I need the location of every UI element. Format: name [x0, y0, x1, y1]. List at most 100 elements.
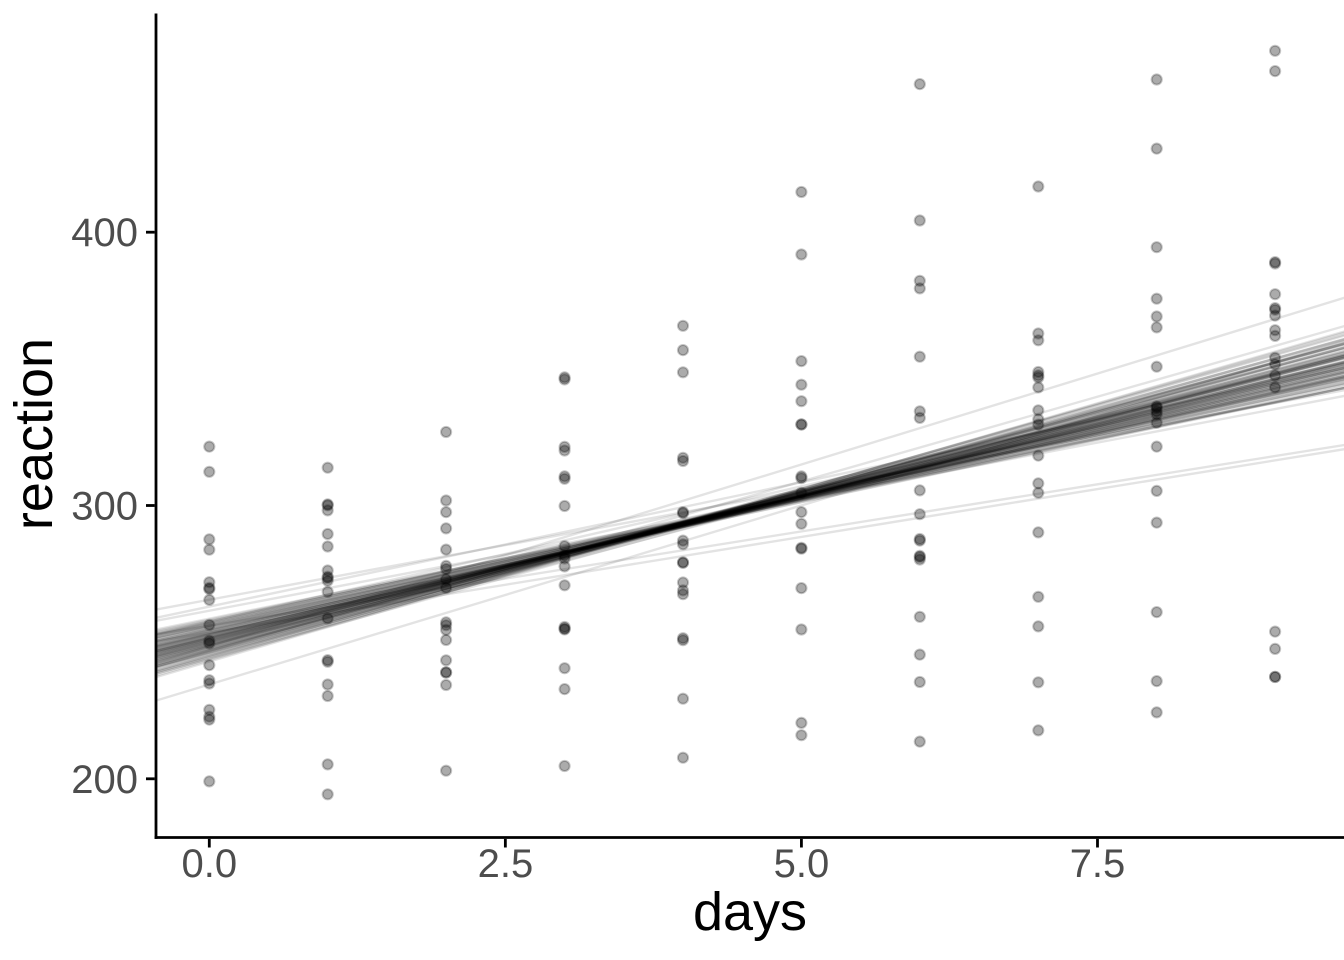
fit-line	[155, 353, 1344, 658]
data-point	[1032, 180, 1045, 193]
data-point	[913, 282, 926, 295]
data-point	[558, 444, 571, 457]
fit-line	[155, 381, 1344, 634]
data-point	[203, 713, 216, 726]
data-point	[676, 454, 690, 468]
data-point	[440, 666, 453, 679]
fit-line	[155, 342, 1344, 674]
data-point	[1150, 606, 1163, 619]
fit-line	[155, 371, 1344, 649]
data-point	[1269, 670, 1282, 683]
data-point	[558, 579, 571, 592]
x-tick-label: 7.5	[1070, 842, 1126, 886]
data-point	[1269, 381, 1282, 394]
fit-line	[155, 334, 1344, 672]
x-axis-title: days	[692, 882, 808, 942]
data-point	[558, 759, 571, 773]
data-point	[440, 666, 453, 679]
data-point	[1150, 142, 1163, 155]
fit-line	[155, 353, 1344, 666]
data-point	[1032, 418, 1045, 431]
fit-line	[155, 373, 1344, 648]
data-point	[795, 355, 808, 368]
data-point	[558, 683, 571, 696]
fit-line	[155, 346, 1344, 675]
fit-line	[155, 368, 1344, 645]
data-point	[203, 543, 216, 556]
fit-line	[155, 375, 1344, 639]
data-point	[913, 350, 926, 363]
data-point	[1269, 625, 1282, 638]
fit-line	[155, 356, 1344, 653]
x-tick-label: 5.0	[774, 842, 830, 886]
data-point	[558, 499, 571, 513]
data-point	[913, 549, 926, 563]
fit-line	[155, 374, 1344, 647]
data-point	[913, 405, 926, 418]
fit-line	[155, 348, 1344, 661]
fit-line	[155, 360, 1344, 657]
data-point	[913, 411, 926, 424]
data-point	[795, 395, 808, 408]
data-point	[1032, 724, 1045, 737]
data-point	[558, 623, 571, 636]
data-point	[1269, 329, 1282, 342]
fit-line	[155, 355, 1344, 662]
fit-line	[155, 377, 1344, 638]
fit-line	[155, 340, 1344, 702]
data-point	[795, 418, 808, 431]
fit-line	[155, 330, 1344, 679]
data-point	[558, 622, 571, 635]
fit-line	[155, 370, 1344, 642]
data-point	[1269, 351, 1282, 364]
data-point	[676, 576, 690, 589]
data-point	[321, 585, 334, 598]
data-point	[1032, 590, 1045, 603]
data-point	[913, 78, 926, 91]
fit-line	[155, 367, 1344, 619]
data-point	[1150, 675, 1163, 688]
data-point	[795, 418, 808, 431]
fit-line	[155, 354, 1344, 670]
fit-line	[155, 342, 1344, 666]
data-point	[558, 560, 571, 573]
data-point	[676, 588, 690, 601]
data-point	[1269, 303, 1282, 316]
fit-line	[155, 377, 1344, 644]
fit-line	[155, 366, 1344, 652]
data-point	[203, 581, 216, 594]
data-point	[321, 498, 334, 511]
data-point	[203, 659, 216, 672]
data-point	[321, 564, 334, 577]
fit-line	[155, 365, 1344, 653]
fit-line	[155, 346, 1344, 662]
fit-line	[155, 368, 1344, 648]
fit-line	[155, 374, 1344, 641]
data-point	[321, 571, 334, 585]
data-point	[913, 550, 926, 564]
data-point	[1150, 516, 1163, 529]
data-point	[795, 729, 808, 742]
data-point	[676, 534, 690, 547]
data-point	[1269, 670, 1282, 684]
fit-line	[155, 354, 1344, 657]
data-point	[321, 689, 334, 703]
data-point	[1269, 309, 1282, 322]
data-point	[558, 662, 571, 675]
data-point	[913, 214, 926, 227]
data-point	[1269, 302, 1282, 315]
data-point	[676, 632, 690, 645]
fit-line	[155, 344, 1344, 665]
data-point	[558, 373, 571, 386]
y-tick-label: 400	[71, 211, 138, 255]
data-point	[913, 508, 926, 521]
data-point	[203, 775, 216, 788]
data-point	[913, 534, 926, 547]
x-tick-label: 2.5	[478, 842, 534, 886]
data-point	[321, 678, 334, 691]
data-point	[913, 610, 926, 623]
data-point	[1150, 408, 1163, 421]
fit-line	[155, 376, 1344, 642]
data-point	[1150, 360, 1163, 373]
